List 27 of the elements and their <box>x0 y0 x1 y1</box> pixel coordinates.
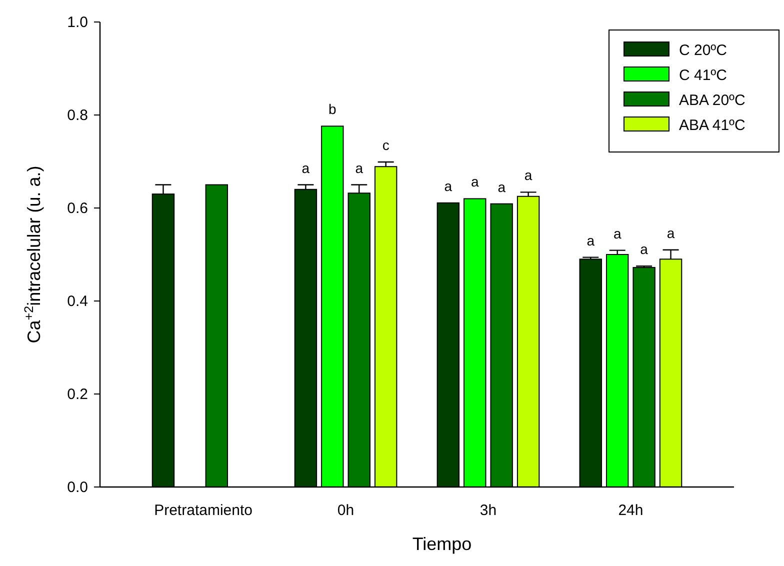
legend-label: C 20ºC <box>679 42 728 59</box>
legend-label: C 41ºC <box>679 67 728 84</box>
data-label: a <box>666 224 675 241</box>
legend-label: ABA 20ºC <box>679 92 746 109</box>
data-label: a <box>640 241 648 258</box>
data-label: a <box>524 167 532 184</box>
data-label: a <box>302 160 310 176</box>
data-label: a <box>498 178 506 195</box>
y-tick-label: 1.0 <box>67 14 88 31</box>
y-tick-label: 0.2 <box>67 386 88 403</box>
data-label: a <box>444 178 452 194</box>
data-label: a <box>470 174 479 190</box>
x-tick-label: 0h <box>337 502 354 519</box>
x-tick-label: Pretratamiento <box>154 502 252 519</box>
y-tick-label: 0.8 <box>67 107 88 124</box>
data-label: a <box>586 232 595 248</box>
data-label: a <box>355 160 364 176</box>
y-tick-label: 0.6 <box>67 200 88 217</box>
y-tick-label: 0.4 <box>67 293 88 310</box>
data-label: a <box>613 225 622 242</box>
x-tick-label: 3h <box>480 502 497 519</box>
data-label: c <box>382 136 390 153</box>
y-tick-label: 0.0 <box>67 479 88 496</box>
x-tick-label: 24h <box>618 502 644 519</box>
x-axis-title: Tiempo <box>412 534 472 554</box>
legend-label: ABA 41ºC <box>679 117 746 134</box>
data-label: b <box>328 101 337 118</box>
